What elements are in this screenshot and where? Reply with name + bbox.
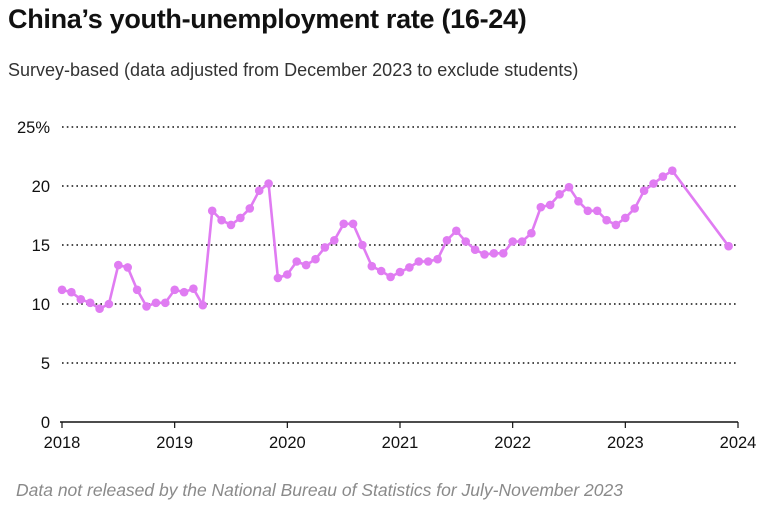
data-point-2019-10 xyxy=(254,186,264,195)
data-point-2020-07 xyxy=(339,219,349,229)
data-point-2018-10 xyxy=(142,302,151,311)
data-point-2023-02 xyxy=(630,204,639,213)
data-point-2021-07 xyxy=(452,226,461,236)
series-line xyxy=(60,169,730,311)
gridlines xyxy=(62,126,738,364)
data-point-2021-09 xyxy=(470,245,480,254)
data-point-2021-12 xyxy=(499,249,508,258)
data-point-2022-10 xyxy=(592,206,602,216)
x-axis xyxy=(60,421,739,428)
data-point-2022-01 xyxy=(508,237,517,246)
data-point-2021-05 xyxy=(433,254,442,264)
data-point-2020-04 xyxy=(311,254,320,264)
data-point-2022-11 xyxy=(602,215,611,225)
data-point-2018-04 xyxy=(85,298,95,308)
data-point-2020-06 xyxy=(330,236,339,245)
data-points xyxy=(57,166,733,314)
data-point-2020-03 xyxy=(301,260,311,270)
data-point-2019-07 xyxy=(226,220,236,230)
data-point-2019-02 xyxy=(179,287,189,297)
data-point-2019-11 xyxy=(264,179,273,188)
data-point-2021-04 xyxy=(423,257,433,266)
data-point-2019-03 xyxy=(189,284,198,294)
data-point-2020-12 xyxy=(386,272,395,282)
data-point-2023-05 xyxy=(658,172,668,181)
y-tick-label: 0 xyxy=(41,414,50,432)
data-point-2018-07 xyxy=(114,260,123,270)
data-point-2018-06 xyxy=(104,299,114,309)
data-point-2022-04 xyxy=(536,202,546,212)
data-point-2022-03 xyxy=(527,228,536,238)
data-point-2021-02 xyxy=(405,263,414,272)
y-tick-label: 20 xyxy=(32,178,50,196)
data-point-2020-10 xyxy=(367,261,377,271)
data-point-2018-11 xyxy=(151,298,161,308)
data-point-2021-10 xyxy=(480,250,489,259)
chart-title: China’s youth-unemployment rate (16-24) xyxy=(8,4,527,34)
data-point-2018-01 xyxy=(57,285,67,295)
data-point-2022-12 xyxy=(611,220,621,230)
data-point-2018-08 xyxy=(123,263,132,272)
data-point-2022-08 xyxy=(574,197,583,206)
x-tick-label: 2022 xyxy=(494,434,531,452)
data-point-2019-05 xyxy=(207,206,217,216)
data-point-2020-11 xyxy=(376,266,386,276)
data-point-2021-01 xyxy=(395,267,405,277)
data-point-2021-11 xyxy=(489,249,499,258)
x-tick-label: 2018 xyxy=(44,434,81,452)
data-point-2022-02 xyxy=(517,237,527,246)
data-point-2019-08 xyxy=(236,213,245,223)
data-point-2018-03 xyxy=(76,295,86,304)
data-point-2018-02 xyxy=(67,287,76,297)
data-point-2018-09 xyxy=(132,285,142,295)
y-tick-label: 5 xyxy=(41,355,50,373)
data-point-2022-05 xyxy=(545,200,555,210)
data-point-2021-06 xyxy=(442,236,452,245)
data-point-2019-04 xyxy=(198,300,208,310)
data-point-2022-07 xyxy=(564,182,574,192)
x-tick-label: 2020 xyxy=(269,434,306,452)
data-point-2018-05 xyxy=(95,304,104,314)
footnote: Data not released by the National Bureau… xyxy=(16,480,623,500)
line-chart: 0 5 10 15 20 25% 2018 2019 2020 2021 2022 2023 2024 xyxy=(17,119,757,452)
data-point-2022-09 xyxy=(583,206,593,216)
data-point-2023-01 xyxy=(621,213,630,223)
data-point-2019-12 xyxy=(273,273,283,283)
data-point-2023-06 xyxy=(668,166,677,175)
x-tick-label: 2021 xyxy=(382,434,419,452)
data-point-2021-03 xyxy=(414,257,424,266)
data-point-2023-12 xyxy=(724,241,733,251)
data-point-2022-06 xyxy=(555,190,564,199)
x-tick-label: 2023 xyxy=(607,434,644,452)
x-axis-tick-labels: 2018 2019 2020 2021 2022 2023 2024 xyxy=(44,434,757,452)
y-tick-label: 10 xyxy=(32,296,50,314)
chart-subtitle: Survey-based (data adjusted from Decembe… xyxy=(8,60,579,80)
y-tick-label: 25% xyxy=(17,119,50,137)
data-point-2023-04 xyxy=(649,179,658,188)
data-point-2018-12 xyxy=(161,298,170,308)
x-tick-label: 2019 xyxy=(156,434,193,452)
data-point-2019-09 xyxy=(245,204,255,213)
data-point-2023-03 xyxy=(639,186,649,195)
data-point-2021-08 xyxy=(461,237,471,246)
series-line-path xyxy=(60,169,730,311)
data-point-2020-01 xyxy=(283,270,292,279)
x-tick-label: 2024 xyxy=(720,434,757,452)
data-point-2020-08 xyxy=(348,219,358,229)
data-point-2019-06 xyxy=(217,215,226,225)
data-point-2020-09 xyxy=(358,240,367,250)
data-point-2020-02 xyxy=(292,257,302,266)
y-tick-label: 15 xyxy=(32,237,50,255)
y-axis-tick-labels: 0 5 10 15 20 25% xyxy=(17,119,50,432)
data-point-2020-05 xyxy=(320,243,330,252)
data-point-2019-01 xyxy=(170,285,179,295)
